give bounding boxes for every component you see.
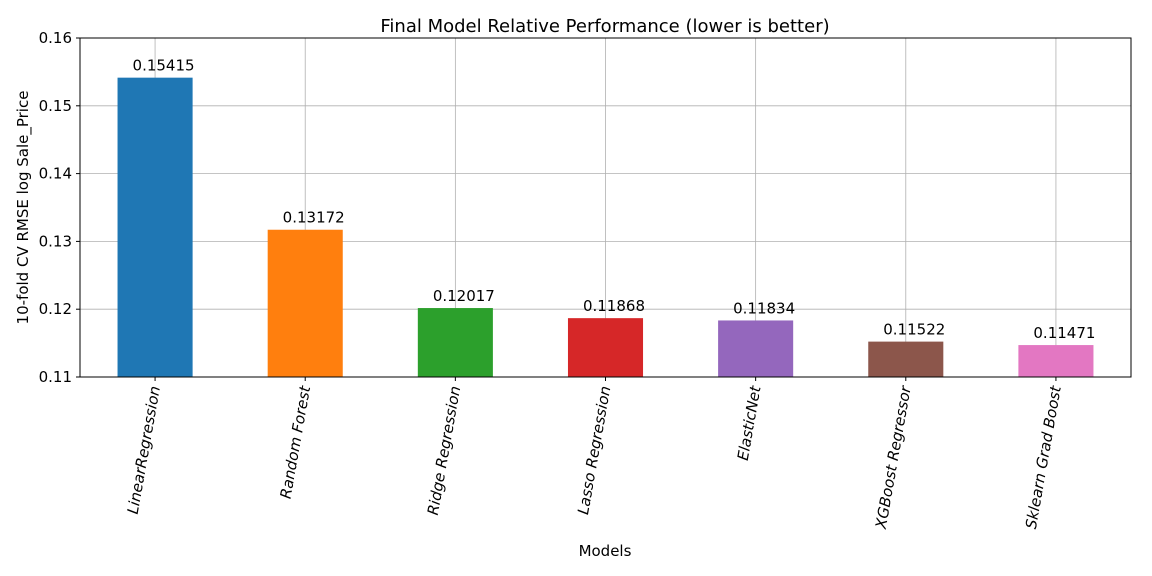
y-tick-label: 0.11 xyxy=(39,368,72,386)
bar xyxy=(417,308,493,377)
data-labels: 0.15415 0.13172 0.12017 0.11868 0.11834 0.115… xyxy=(133,57,1096,342)
x-tick-label: Random Forest xyxy=(277,383,315,500)
x-tick-label: ElasticNet xyxy=(734,383,765,461)
x-tick-label: XGBoost Regressor xyxy=(872,384,915,531)
x-axis: LinearRegression Random Forest Ridge Regre… xyxy=(124,377,1065,531)
x-tick-label: LinearRegression xyxy=(124,385,164,516)
bar xyxy=(1018,345,1094,377)
data-label: 0.11522 xyxy=(883,321,945,339)
bar xyxy=(117,77,193,378)
bars xyxy=(117,77,1094,378)
x-tick-label: Ridge Regression xyxy=(424,385,464,517)
y-tick-label: 0.14 xyxy=(39,165,72,183)
data-label: 0.11471 xyxy=(1033,324,1095,342)
y-tick-label: 0.16 xyxy=(39,29,72,47)
chart-title: Final Model Relative Performance (lower … xyxy=(380,16,829,37)
y-tick-label: 0.15 xyxy=(39,97,72,115)
y-axis: 0.11 0.12 0.13 0.14 0.15 0.16 xyxy=(39,29,80,386)
data-label: 0.15415 xyxy=(133,57,195,75)
data-label: 0.11834 xyxy=(733,299,795,317)
y-tick-label: 0.12 xyxy=(39,300,72,318)
bar xyxy=(567,318,644,377)
x-tick-label: Lasso Regression xyxy=(574,385,614,516)
bar xyxy=(868,341,944,377)
data-label: 0.13172 xyxy=(283,209,345,227)
x-tick-label: Sklearn Grad Boost xyxy=(1022,383,1065,530)
bar xyxy=(718,320,794,377)
data-label: 0.11868 xyxy=(583,297,645,315)
data-label: 0.12017 xyxy=(433,287,495,305)
y-axis-label: 10-fold CV RMSE log Sale_Price xyxy=(14,91,33,325)
x-axis-label: Models xyxy=(579,542,632,560)
bar xyxy=(267,229,343,377)
y-tick-label: 0.13 xyxy=(39,232,72,250)
